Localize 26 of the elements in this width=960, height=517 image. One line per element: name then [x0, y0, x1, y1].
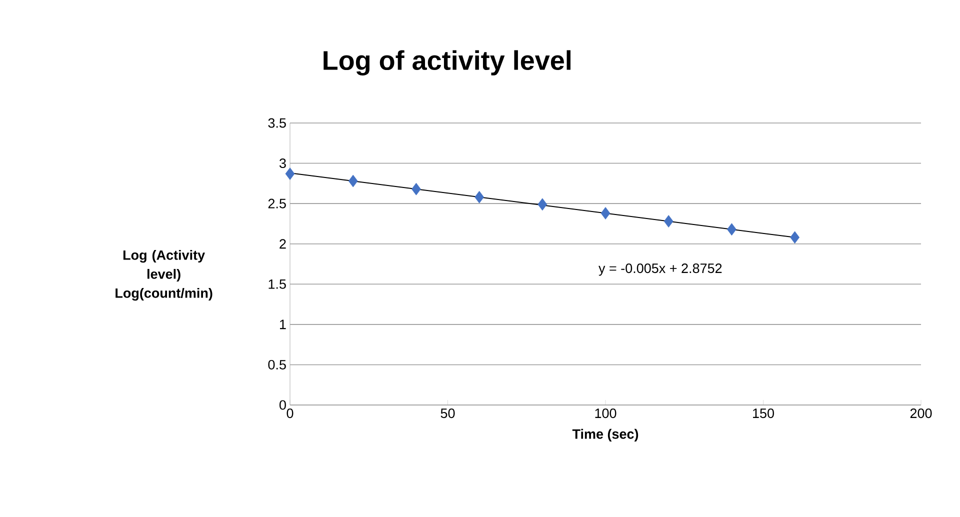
point: [348, 174, 358, 188]
x-tick-label: 150: [753, 408, 774, 418]
point: [727, 223, 736, 236]
y-tick-label: 1.5: [268, 279, 286, 289]
y-tick-label: 3.5: [268, 118, 286, 128]
y-tick-label: 2: [280, 239, 286, 249]
y-axis-title: Log (Activity level) Log(count/min): [116, 250, 212, 301]
chart-title: Log of activity level: [324, 50, 570, 76]
x-tick-label: 200: [910, 408, 932, 418]
point: [790, 231, 800, 244]
y-tick-label: 3: [279, 158, 286, 168]
point: [538, 198, 548, 211]
y-tick-label: 1: [280, 320, 286, 330]
point: [285, 168, 295, 180]
x-tick-label: 100: [595, 408, 616, 418]
x-axis-title: Time (sec): [572, 428, 638, 442]
y-tick-label: 0.5: [268, 360, 286, 370]
point: [474, 190, 484, 204]
y-tick-label: 2.5: [268, 198, 286, 208]
x-tick-label: 50: [440, 408, 455, 418]
x-tick-label: 0: [286, 408, 294, 418]
point: [412, 182, 421, 196]
point: [600, 207, 610, 220]
point: [664, 215, 674, 228]
y-tick-label: 0: [280, 400, 286, 410]
annotation: y = -0.005x + 2.8752: [598, 264, 722, 276]
